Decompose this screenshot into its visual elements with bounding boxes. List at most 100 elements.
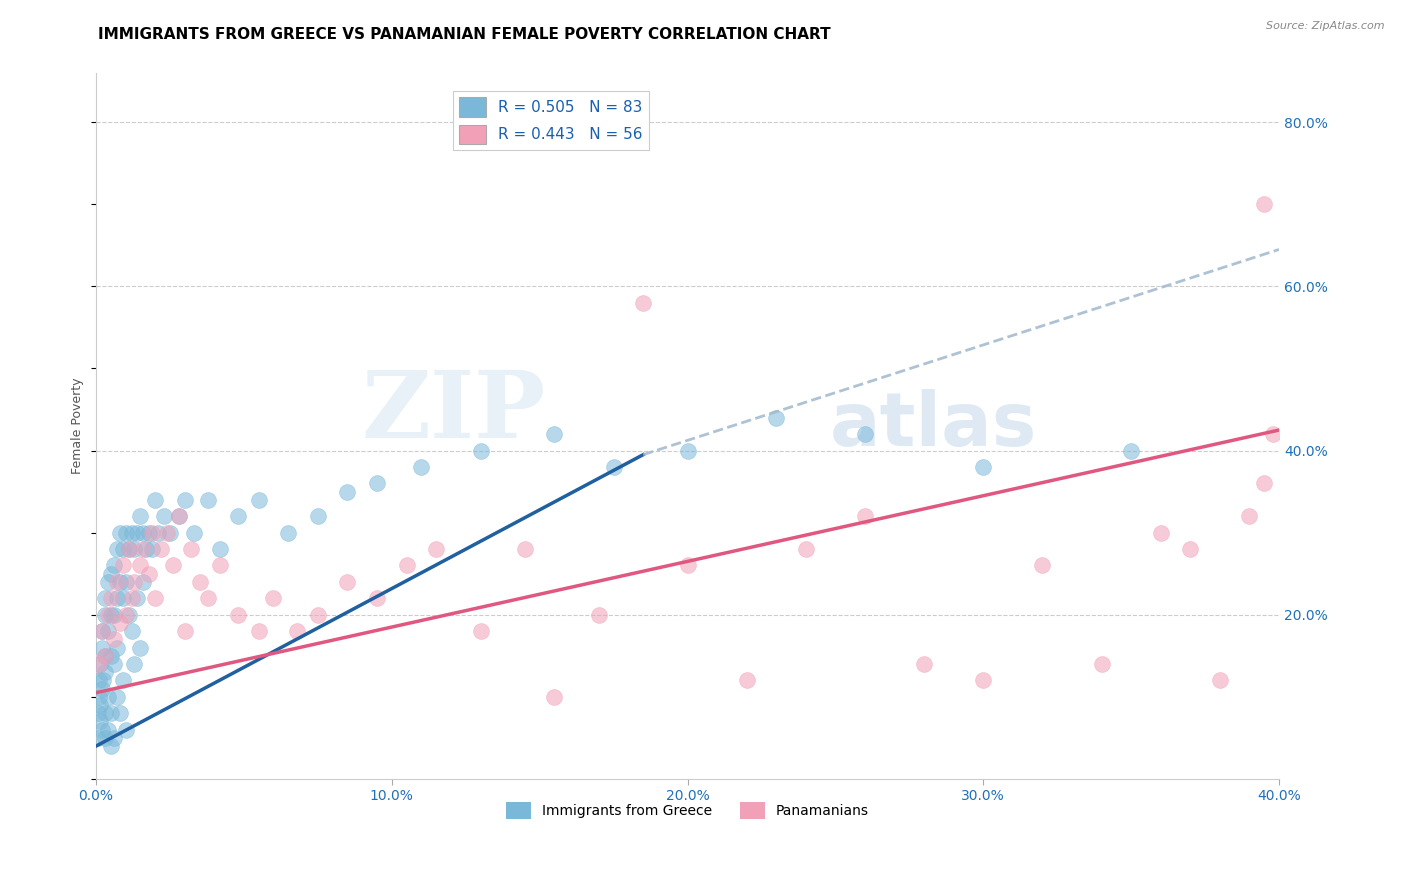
Point bbox=[263, 591, 285, 606]
Point bbox=[156, 525, 179, 540]
Point bbox=[94, 591, 117, 606]
Point bbox=[103, 558, 125, 573]
Point bbox=[366, 591, 388, 606]
Point bbox=[853, 427, 876, 442]
Point bbox=[543, 427, 565, 442]
Point bbox=[108, 574, 131, 589]
Point bbox=[100, 607, 122, 622]
Point bbox=[94, 607, 117, 622]
Point bbox=[129, 509, 152, 524]
Point bbox=[87, 673, 110, 688]
Point bbox=[794, 542, 817, 557]
Point bbox=[111, 542, 134, 557]
Point bbox=[1239, 509, 1261, 524]
Point bbox=[89, 698, 111, 712]
Point bbox=[127, 525, 149, 540]
Point bbox=[188, 574, 211, 589]
Point bbox=[124, 657, 146, 671]
Point bbox=[853, 509, 876, 524]
Point bbox=[1253, 197, 1275, 211]
Point bbox=[972, 460, 994, 475]
Point bbox=[146, 525, 169, 540]
Point bbox=[395, 558, 418, 573]
Text: atlas: atlas bbox=[830, 390, 1036, 462]
Point bbox=[470, 624, 492, 639]
Point bbox=[972, 673, 994, 688]
Point bbox=[676, 443, 699, 458]
Point bbox=[91, 723, 114, 737]
Point bbox=[277, 525, 299, 540]
Legend: Immigrants from Greece, Panamanians: Immigrants from Greece, Panamanians bbox=[501, 796, 875, 825]
Point bbox=[89, 657, 111, 671]
Point bbox=[912, 657, 935, 671]
Point bbox=[89, 714, 111, 729]
Point bbox=[138, 525, 160, 540]
Point bbox=[124, 574, 146, 589]
Point bbox=[103, 731, 125, 745]
Point bbox=[105, 591, 128, 606]
Point bbox=[183, 525, 205, 540]
Point bbox=[226, 607, 249, 622]
Point bbox=[129, 558, 152, 573]
Point bbox=[103, 657, 125, 671]
Point bbox=[307, 509, 329, 524]
Point bbox=[543, 690, 565, 704]
Point bbox=[1180, 542, 1202, 557]
Point bbox=[91, 681, 114, 696]
Point bbox=[93, 673, 115, 688]
Point bbox=[1209, 673, 1232, 688]
Point bbox=[307, 607, 329, 622]
Point bbox=[127, 591, 149, 606]
Point bbox=[602, 460, 624, 475]
Point bbox=[91, 624, 114, 639]
Point bbox=[153, 509, 176, 524]
Point bbox=[167, 509, 190, 524]
Point bbox=[105, 542, 128, 557]
Text: ZIP: ZIP bbox=[361, 367, 546, 457]
Point bbox=[1253, 476, 1275, 491]
Point bbox=[111, 591, 134, 606]
Point bbox=[121, 624, 143, 639]
Point bbox=[135, 542, 157, 557]
Point bbox=[94, 648, 117, 663]
Point bbox=[209, 542, 232, 557]
Point bbox=[100, 706, 122, 721]
Point bbox=[138, 566, 160, 581]
Point bbox=[1031, 558, 1053, 573]
Point bbox=[108, 706, 131, 721]
Point bbox=[108, 525, 131, 540]
Point bbox=[425, 542, 447, 557]
Point bbox=[197, 492, 219, 507]
Point bbox=[97, 574, 120, 589]
Point bbox=[105, 574, 128, 589]
Point bbox=[132, 542, 155, 557]
Point bbox=[105, 640, 128, 655]
Point bbox=[247, 624, 270, 639]
Point bbox=[180, 542, 202, 557]
Point bbox=[100, 648, 122, 663]
Point bbox=[94, 665, 117, 680]
Point bbox=[470, 443, 492, 458]
Point bbox=[87, 690, 110, 704]
Point bbox=[1090, 657, 1112, 671]
Point bbox=[1261, 427, 1284, 442]
Point bbox=[197, 591, 219, 606]
Point bbox=[97, 723, 120, 737]
Point bbox=[97, 624, 120, 639]
Point bbox=[94, 706, 117, 721]
Point bbox=[167, 509, 190, 524]
Point bbox=[209, 558, 232, 573]
Point bbox=[226, 509, 249, 524]
Point bbox=[143, 591, 166, 606]
Point bbox=[114, 525, 136, 540]
Point bbox=[105, 690, 128, 704]
Point bbox=[108, 615, 131, 630]
Point bbox=[114, 723, 136, 737]
Point bbox=[117, 607, 139, 622]
Point bbox=[173, 492, 195, 507]
Point bbox=[676, 558, 699, 573]
Point bbox=[129, 640, 152, 655]
Point bbox=[97, 607, 120, 622]
Point bbox=[336, 574, 359, 589]
Point bbox=[132, 525, 155, 540]
